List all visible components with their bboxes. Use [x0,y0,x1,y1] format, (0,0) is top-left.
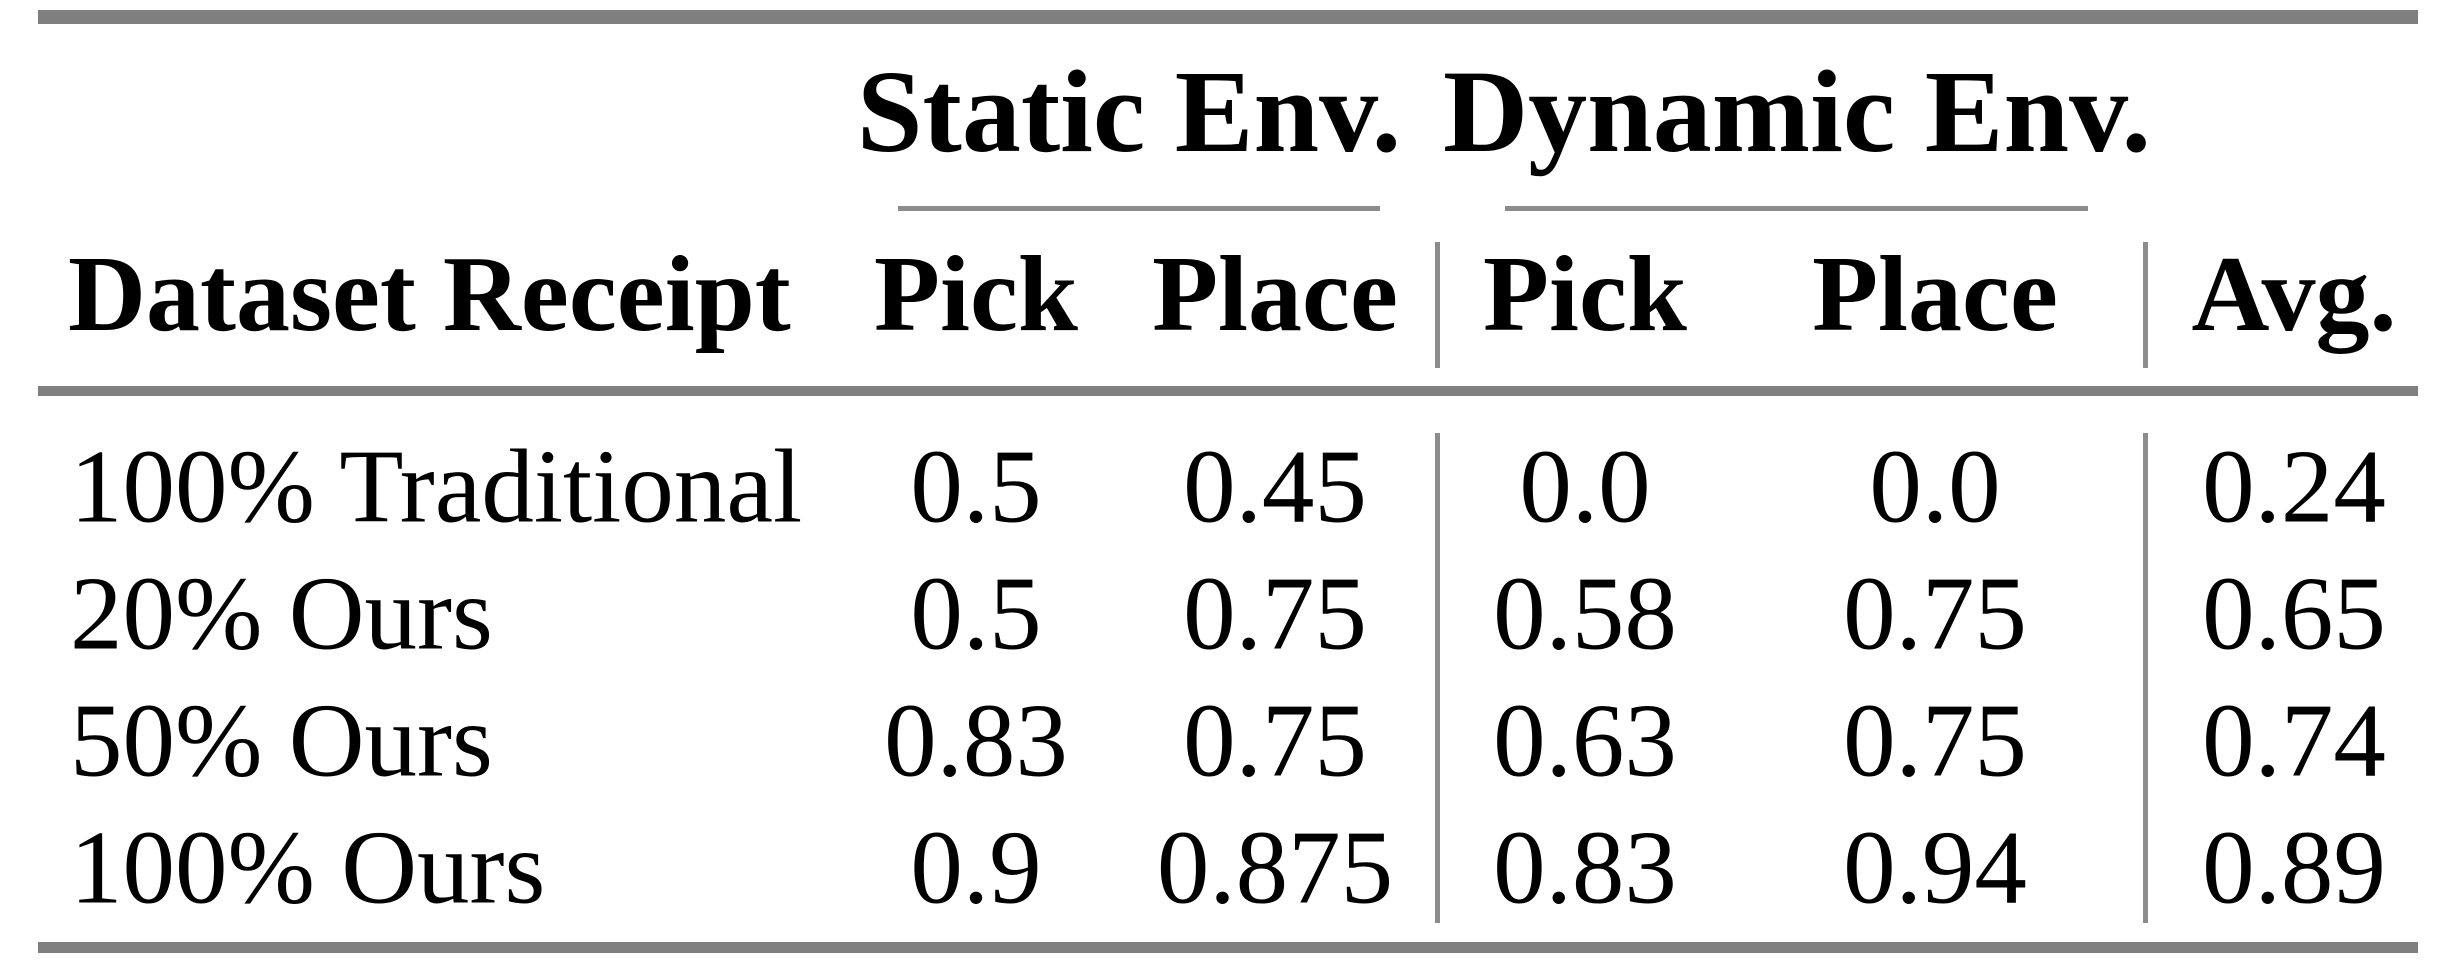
cell-r2-dynamic-pick: 0.58 [1493,554,1677,672]
column-header-static-pick: Pick [874,235,1078,354]
cell-r4-avg: 0.89 [2202,808,2386,926]
bottom-rule [38,942,2418,953]
cell-r3-static-place: 0.75 [1183,681,1367,799]
row-label-100-traditional: 100% Traditional [70,427,803,545]
group-header-dynamic-env: Dynamic Env. [1442,46,2152,177]
cell-r3-static-pick: 0.83 [884,681,1068,799]
top-rule [38,10,2418,24]
cell-r2-avg: 0.65 [2202,554,2386,672]
cell-r2-dynamic-place: 0.75 [1843,554,2027,672]
cmidrule-dynamic-env [1505,206,2088,211]
row-label-100-ours: 100% Ours [70,808,546,926]
vertical-rule-static-dynamic-body [1435,433,1440,923]
column-header-static-place: Place [1152,235,1398,354]
cell-r3-dynamic-place: 0.75 [1843,681,2027,799]
vertical-rule-avg-header [2143,242,2148,368]
cell-r1-dynamic-pick: 0.0 [1519,427,1651,545]
cell-r1-static-place: 0.45 [1183,427,1367,545]
cell-r4-dynamic-pick: 0.83 [1493,808,1677,926]
cell-r4-dynamic-place: 0.94 [1843,808,2027,926]
cell-r2-static-place: 0.75 [1183,554,1367,672]
column-header-avg: Avg. [2191,235,2397,354]
column-header-dynamic-place: Place [1812,235,2058,354]
cell-r1-avg: 0.24 [2202,427,2386,545]
group-header-static-env: Static Env. [856,46,1402,177]
vertical-rule-avg-body [2143,433,2148,923]
vertical-rule-static-dynamic-header [1435,242,1440,368]
cell-r2-static-pick: 0.5 [910,554,1042,672]
row-label-50-ours: 50% Ours [70,681,493,799]
cmidrule-static-env [898,206,1380,211]
cell-r3-dynamic-pick: 0.63 [1493,681,1677,799]
cell-r1-dynamic-place: 0.0 [1869,427,2001,545]
row-label-20-ours: 20% Ours [70,554,493,672]
column-header-dataset-receipt: Dataset Receipt [68,235,791,354]
mid-rule [38,386,2418,396]
column-header-dynamic-pick: Pick [1483,235,1687,354]
cell-r4-static-place: 0.875 [1156,808,1394,926]
cell-r1-static-pick: 0.5 [910,427,1042,545]
cell-r4-static-pick: 0.9 [910,808,1042,926]
cell-r3-avg: 0.74 [2202,681,2386,799]
